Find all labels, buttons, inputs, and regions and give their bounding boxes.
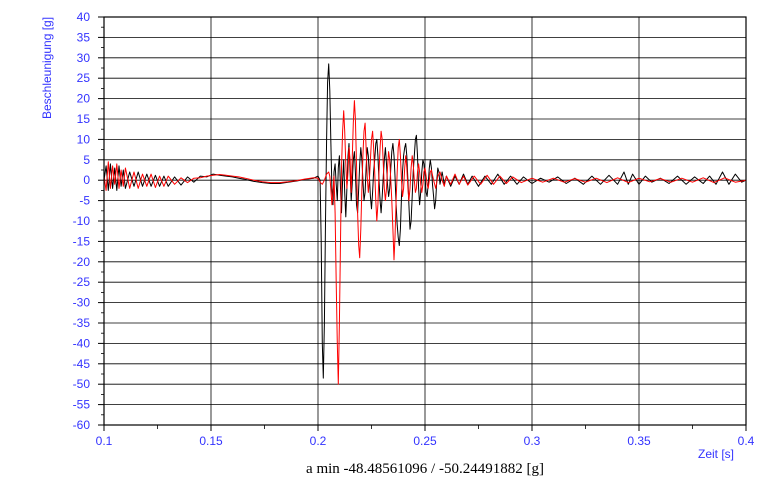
y-tick-label: -30: [73, 296, 91, 310]
chart-caption: a min -48.48561096 / -50.24491882 [g]: [306, 461, 544, 477]
y-tick-label: 15: [77, 112, 91, 126]
y-tick-label: -50: [73, 377, 91, 391]
y-tick-label: 40: [77, 10, 91, 24]
series-line-red: [103, 100, 747, 385]
y-tick-label: 30: [77, 51, 91, 65]
y-tick-label: 25: [77, 71, 91, 85]
x-tick-label: 0.3: [524, 434, 541, 448]
y-tick-label: -45: [73, 357, 91, 371]
grid: [98, 16, 747, 431]
y-tick-label: 35: [77, 30, 91, 44]
x-tick-label: 0.35: [627, 434, 651, 448]
plot-frame: [103, 16, 747, 426]
series-line-black: [103, 63, 747, 379]
y-tick-label: 20: [77, 92, 91, 106]
y-tick-label: -25: [73, 275, 91, 289]
x-tick-label: 0.2: [310, 434, 327, 448]
tick-labels: 40 35 30 25 20 15 10 5 0 -5 -10 -15 -20 -25 -30 -35 -40 -…: [73, 10, 755, 448]
y-tick-label: 0: [83, 173, 90, 187]
y-tick-label: -10: [73, 214, 91, 228]
series-layer: [103, 63, 747, 385]
y-tick-label: -55: [73, 398, 91, 412]
plot-border: [103, 16, 747, 426]
y-tick-label: -40: [73, 336, 91, 350]
x-tick-label: 0.4: [738, 434, 755, 448]
x-tick-label: 0.25: [413, 434, 437, 448]
y-tick-label: 10: [77, 132, 91, 146]
y-tick-label: -20: [73, 255, 91, 269]
x-axis-label: Zeit [s]: [698, 447, 734, 461]
y-tick-label: -5: [79, 194, 90, 208]
y-tick-label: -60: [73, 418, 91, 432]
y-tick-label: -15: [73, 234, 91, 248]
x-tick-label: 0.1: [96, 434, 113, 448]
y-tick-label: 5: [83, 153, 90, 167]
y-tick-label: -35: [73, 316, 91, 330]
y-axis-label: Beschleunigung [g]: [40, 17, 54, 119]
x-tick-label: 0.15: [199, 434, 223, 448]
